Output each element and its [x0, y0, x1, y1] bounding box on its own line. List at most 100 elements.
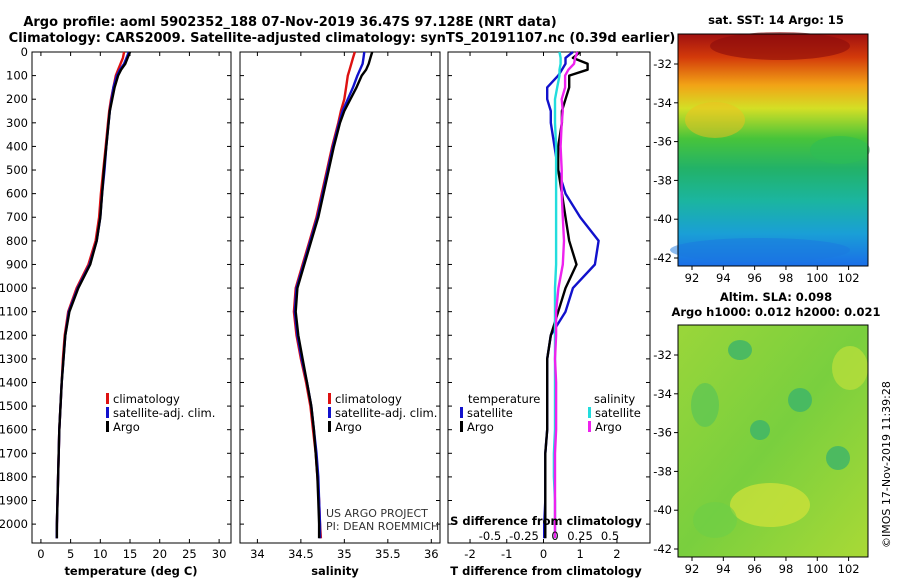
sst-map-axes: -32 -34 -36 -38 -40 -42 92 94 96 98 100 102	[653, 57, 859, 285]
lat-tick-label: -40	[653, 503, 672, 517]
x-tick-label: 0	[540, 547, 547, 561]
temperature-plot: 0 5 10 15 20 25 30	[37, 51, 226, 561]
sst-map	[670, 32, 870, 267]
depth-tick-label: 400	[6, 139, 28, 153]
sla-high-patch	[832, 346, 868, 390]
x-tick-label: 1	[577, 547, 584, 561]
legend-swatch-argo	[328, 421, 331, 432]
x-tick-label: 35	[337, 547, 352, 561]
sla-map-title-2: Argo h1000: 0.012 h2000: 0.021	[671, 305, 880, 319]
depth-tick-label: 1300	[0, 352, 28, 366]
sla-low-patch	[691, 383, 719, 427]
lon-tick-label: 94	[716, 271, 731, 285]
lon-tick-label: 100	[806, 562, 828, 576]
depth-tick-label: 1400	[0, 375, 28, 389]
depth-tick-label: 300	[6, 116, 28, 130]
series-line-t-argo	[544, 51, 589, 539]
sla-low-patch	[750, 420, 770, 440]
depth-tick-label: 1100	[0, 305, 28, 319]
lon-tick-label: 92	[685, 271, 700, 285]
lat-tick-label: -32	[653, 57, 672, 71]
series-line-s-argo	[553, 51, 579, 539]
salinity-panel	[239, 51, 441, 544]
depth-tick-label: 500	[6, 163, 28, 177]
imos-timestamp: ©IMOS 17-Nov-2019 11:39:28	[880, 381, 893, 548]
legend-label: Argo	[595, 420, 622, 434]
legend-label: climatology	[113, 392, 180, 406]
lat-tick-label: -34	[653, 387, 672, 401]
x-tick-label: 10	[93, 547, 108, 561]
depth-tick-label: 1700	[0, 446, 28, 460]
lat-tick-label: -38	[653, 464, 672, 478]
legend-swatch-satellite	[328, 407, 331, 418]
legend-swatch-t-argo	[460, 421, 463, 432]
legend-swatch-s-satellite	[588, 407, 591, 418]
s-difference-tick-label: -0.5	[479, 529, 501, 543]
x-tick-label: 20	[152, 547, 167, 561]
x-tick-label: 34.5	[288, 547, 314, 561]
lat-tick-label: -36	[653, 135, 672, 149]
lon-tick-label: 98	[779, 271, 794, 285]
legend-label: satellite	[467, 406, 513, 420]
lon-tick-label: 96	[747, 271, 762, 285]
lat-tick-label: -42	[653, 251, 672, 265]
legend-swatch-climatology	[106, 393, 109, 404]
x-tick-label: 2	[613, 547, 620, 561]
s-difference-tick-label: -0.25	[509, 529, 539, 543]
depth-tick-label: 1900	[0, 494, 28, 508]
x-tick-label: 36	[424, 547, 439, 561]
sla-low-patch	[728, 340, 752, 360]
temperature-xlabel: temperature (deg C)	[64, 564, 197, 578]
depth-tick-label: 900	[6, 257, 28, 271]
depth-tick-label: 700	[6, 210, 28, 224]
legend-swatch-climatology	[328, 393, 331, 404]
sst-warm-patch	[710, 32, 850, 60]
x-tick-label: 0	[37, 547, 44, 561]
legend-label: Argo	[335, 420, 362, 434]
t-difference-xlabel: T difference from climatology	[450, 564, 642, 578]
x-tick-label: -1	[501, 547, 512, 561]
lat-tick-label: -40	[653, 212, 672, 226]
s-difference-tick-label: 0.5	[601, 529, 619, 543]
depth-tick-label: 200	[6, 92, 28, 106]
sla-map-title-1: Altim. SLA: 0.098	[720, 290, 832, 304]
sst-cool-patch	[810, 136, 870, 164]
depth-tick-label: 800	[6, 234, 28, 248]
legend-label: Argo	[467, 420, 494, 434]
depth-tick-label: 1000	[0, 281, 28, 295]
x-tick-label: 15	[123, 547, 138, 561]
credit-line-1: US ARGO PROJECT	[326, 507, 428, 520]
sst-map-title: sat. SST: 14 Argo: 15	[708, 13, 844, 27]
salinity-plot: 34 34.5 35 35.5 36	[250, 51, 439, 561]
lon-tick-label: 92	[685, 562, 700, 576]
x-tick-label: 34	[250, 547, 265, 561]
legend-label: satellite-adj. clim.	[113, 406, 215, 420]
lon-tick-label: 94	[716, 562, 731, 576]
lat-tick-label: -36	[653, 426, 672, 440]
sla-map	[677, 324, 869, 558]
s-difference-tick-label: 0.25	[567, 529, 593, 543]
depth-tick-label: 0	[21, 45, 28, 59]
legend-swatch-t-satellite	[460, 407, 463, 418]
depth-tick-label: 1200	[0, 328, 28, 342]
depth-tick-label: 1800	[0, 470, 28, 484]
depth-tick-label: 1600	[0, 423, 28, 437]
legend-title-salinity: salinity	[594, 392, 635, 406]
lon-tick-label: 102	[838, 271, 860, 285]
legend-label: Argo	[113, 420, 140, 434]
temperature-panel	[31, 51, 232, 544]
title-line-1: Argo profile: aoml 5902352_188 07-Nov-20…	[23, 15, 556, 30]
series-line-argo	[294, 51, 374, 539]
sla-map-frame	[677, 324, 869, 558]
x-tick-label: 35.5	[375, 547, 401, 561]
sst-warm-patch	[685, 102, 745, 138]
x-tick-label: 25	[182, 547, 197, 561]
lat-tick-label: -42	[653, 542, 672, 556]
sla-low-patch	[788, 388, 812, 412]
sst-map-frame	[677, 33, 869, 267]
title-line-2: Climatology: CARS2009. Satellite-adjuste…	[9, 31, 676, 46]
depth-tick-label: 100	[6, 69, 28, 83]
legend-swatch-argo	[106, 421, 109, 432]
lon-tick-label: 100	[806, 271, 828, 285]
